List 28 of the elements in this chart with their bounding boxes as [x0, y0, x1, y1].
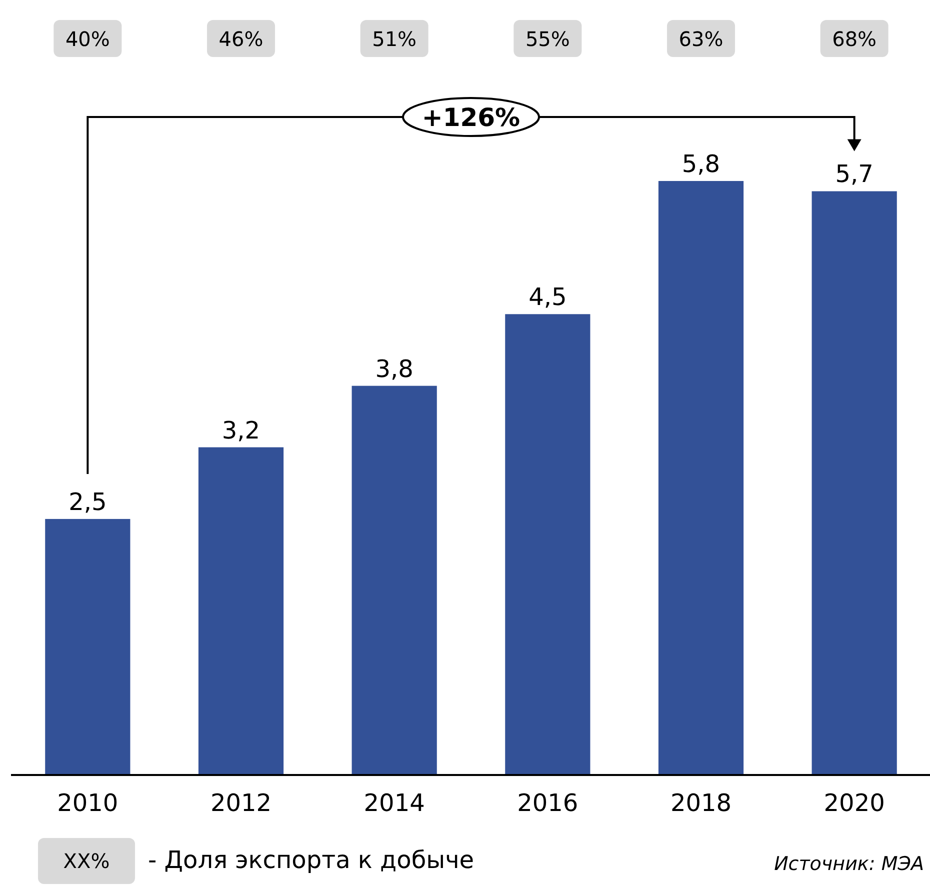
- x-tick-label: 2014: [364, 789, 425, 817]
- data-label: 4,5: [528, 283, 567, 312]
- data-label: 2,5: [68, 488, 107, 516]
- data-label: 3,2: [222, 416, 260, 444]
- x-tick-label: 2012: [210, 789, 272, 817]
- text: +126%: [422, 103, 520, 132]
- text: 63%: [678, 27, 724, 51]
- bar: [505, 314, 590, 775]
- text: 51%: [372, 27, 417, 51]
- bar: [198, 447, 284, 775]
- data-label: 3,8: [375, 354, 414, 383]
- x-tick-label: 2010: [57, 789, 118, 817]
- text: 55%: [525, 27, 570, 51]
- x-tick-label: 2016: [517, 789, 578, 817]
- text: XX%: [63, 849, 110, 873]
- text: 40%: [65, 27, 110, 51]
- text: Источник: МЭА: [774, 853, 924, 875]
- bar: [658, 181, 744, 775]
- text: 46%: [218, 27, 264, 51]
- text: - Доля экспорта к добыче: [148, 846, 474, 874]
- data-label: 5,7: [835, 160, 874, 188]
- data-label: 5,8: [682, 150, 720, 178]
- x-tick-label: 2018: [670, 789, 732, 817]
- x-tick-label: 2020: [824, 789, 885, 817]
- bar: [812, 191, 897, 775]
- bar: [45, 518, 130, 775]
- bar: [352, 386, 437, 775]
- text: 68%: [832, 27, 877, 51]
